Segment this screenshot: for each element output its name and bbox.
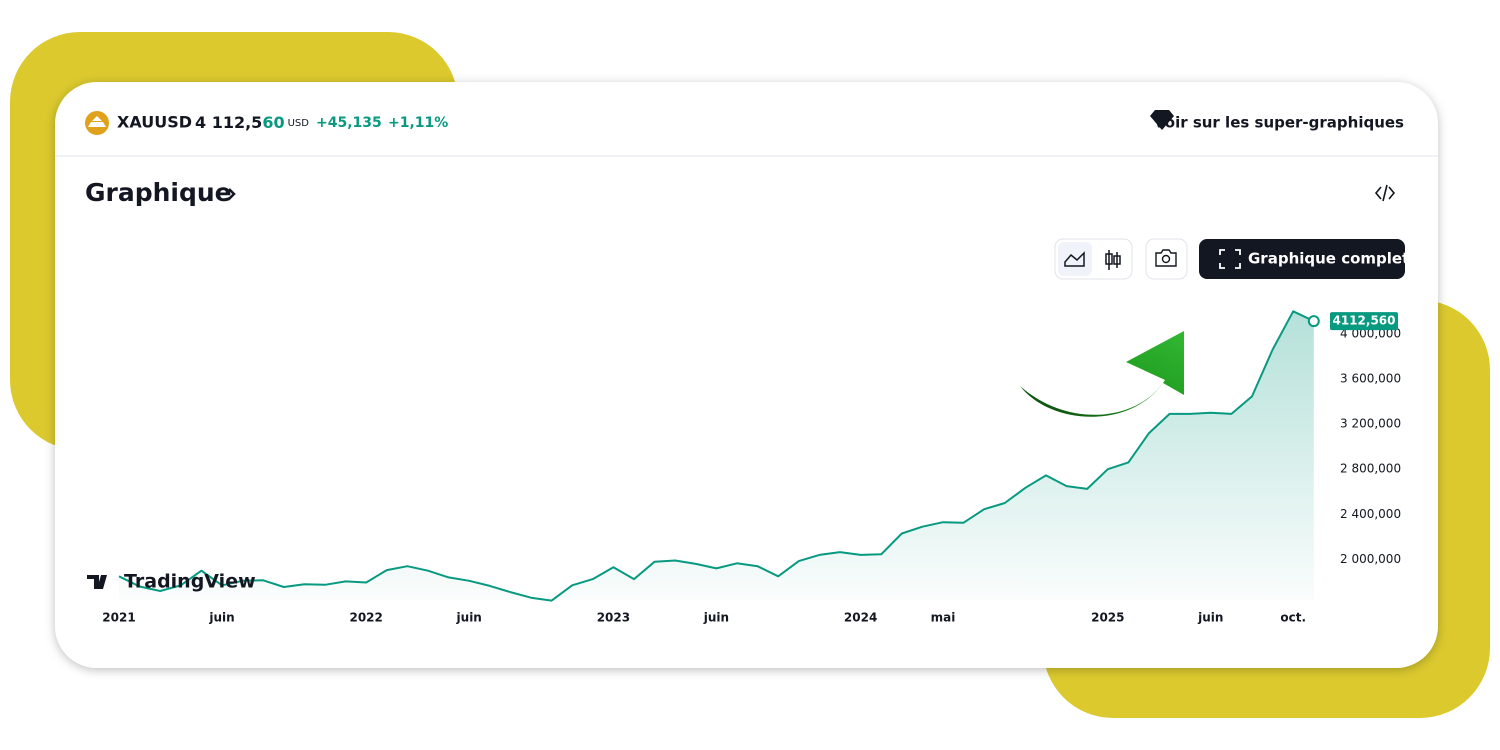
last-value-badge (1330, 312, 1398, 331)
full-chart-button[interactable] (1199, 239, 1405, 279)
x-tick-label: 2025 (1091, 611, 1124, 625)
x-tick-label: mai (931, 611, 956, 625)
plot: 2021 juin 2022 juin 2023 juin 2024 mai 2025 juin o… (102, 310, 1401, 625)
super-charts-icon[interactable] (1150, 110, 1174, 130)
x-tick-label: 2022 (349, 611, 382, 625)
camera-icon[interactable] (1155, 249, 1177, 267)
y-tick-label: 3 600,000 (1340, 371, 1401, 385)
chevron-icon[interactable] (228, 188, 236, 200)
brand-logo (87, 575, 107, 589)
candle-style-icon[interactable] (1105, 250, 1121, 270)
price-main: 4 112,5 (195, 113, 262, 132)
price-last-digits: 60 (262, 113, 284, 132)
y-tick-label: 2 800,000 (1340, 462, 1401, 476)
brand: TradingView (124, 571, 256, 593)
area-style-icon[interactable] (1064, 251, 1085, 267)
area (119, 311, 1314, 601)
y-tick-label: 2 000,000 (1340, 552, 1401, 566)
last-value-dot (1307, 315, 1320, 328)
x-tick-label: juin (456, 611, 482, 625)
symbol-icon-glyph (88, 116, 106, 127)
camera-icon[interactable] (1161, 254, 1171, 264)
x-tick-label: oct. (1280, 611, 1306, 625)
x-tick-label: juin (208, 611, 234, 625)
embed-icon[interactable] (1374, 184, 1396, 202)
y-tick-label: 3 200,000 (1340, 417, 1401, 431)
price: 4 112,560 USD (195, 113, 309, 132)
change: +45,135 (316, 115, 382, 131)
x-tick-label: 2024 (844, 611, 877, 625)
x-tick-label: juin (703, 611, 729, 625)
last-value-label: 4112,560 (1332, 314, 1395, 328)
fullscreen-icon[interactable] (1219, 249, 1241, 269)
line (118, 310, 1315, 602)
full-chart-label[interactable]: Graphique complet (1248, 250, 1409, 268)
section-title[interactable]: Graphique (85, 178, 232, 207)
currency: USD (288, 118, 310, 129)
x-tick-label: 2021 (102, 611, 135, 625)
super-charts-link[interactable]: Voir sur les super-graphiques (1154, 114, 1404, 132)
y-tick-label: 2 400,000 (1340, 507, 1401, 521)
x-tick-label: 2023 (597, 611, 630, 625)
change-percent: +1,11% (388, 115, 448, 131)
x-tick-label: juin (1197, 611, 1223, 625)
snapshot-button[interactable] (1145, 238, 1188, 280)
symbol: XAUUSD (117, 113, 192, 132)
